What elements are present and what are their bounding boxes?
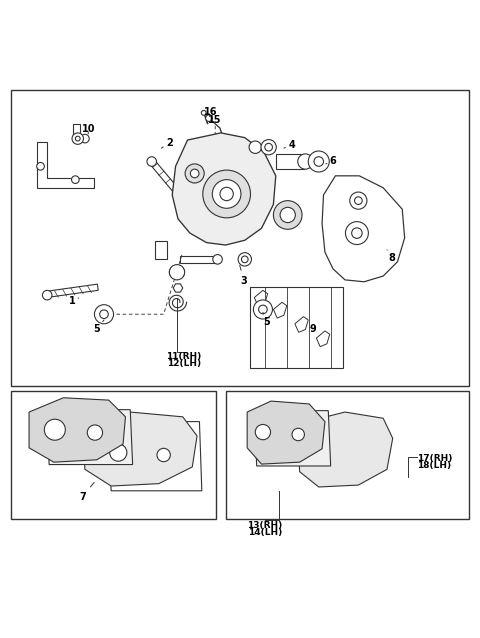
Text: 12(LH): 12(LH): [167, 359, 201, 368]
Text: 11(RH): 11(RH): [166, 352, 201, 360]
Circle shape: [220, 188, 233, 200]
Text: 8: 8: [387, 250, 395, 263]
Circle shape: [147, 157, 156, 167]
Polygon shape: [29, 397, 125, 462]
Text: 17(RH): 17(RH): [418, 454, 453, 463]
Circle shape: [274, 200, 302, 229]
Circle shape: [238, 253, 252, 266]
Polygon shape: [254, 290, 268, 306]
Polygon shape: [276, 154, 304, 168]
Polygon shape: [274, 302, 287, 318]
Polygon shape: [83, 412, 197, 486]
Polygon shape: [316, 331, 330, 346]
Text: 4: 4: [284, 140, 295, 150]
Circle shape: [110, 444, 127, 461]
Polygon shape: [180, 256, 216, 263]
Circle shape: [100, 310, 108, 318]
Circle shape: [81, 135, 89, 143]
Polygon shape: [48, 284, 98, 297]
Polygon shape: [37, 142, 95, 188]
Text: 5: 5: [263, 313, 270, 327]
Polygon shape: [295, 316, 308, 332]
Circle shape: [72, 133, 84, 144]
Circle shape: [205, 115, 212, 121]
Circle shape: [185, 164, 204, 183]
Polygon shape: [155, 241, 168, 260]
Circle shape: [249, 141, 262, 153]
Circle shape: [241, 256, 248, 263]
Polygon shape: [254, 411, 331, 466]
Text: 6: 6: [326, 156, 336, 166]
Polygon shape: [172, 133, 276, 245]
Circle shape: [169, 265, 185, 280]
Circle shape: [36, 163, 44, 170]
Circle shape: [350, 192, 367, 209]
Circle shape: [44, 419, 65, 440]
Polygon shape: [247, 401, 325, 464]
Circle shape: [259, 305, 267, 314]
Polygon shape: [149, 160, 180, 195]
Circle shape: [261, 140, 276, 155]
Bar: [226, 390, 469, 519]
Circle shape: [280, 207, 295, 223]
Circle shape: [292, 428, 304, 441]
Circle shape: [298, 154, 313, 169]
Text: 13(RH): 13(RH): [247, 521, 282, 530]
Text: 18(LH): 18(LH): [418, 461, 452, 470]
Polygon shape: [297, 412, 393, 487]
Circle shape: [346, 221, 368, 244]
Circle shape: [87, 425, 103, 440]
Circle shape: [352, 228, 362, 239]
Bar: [250, 286, 343, 367]
Circle shape: [95, 305, 114, 323]
Text: 14(LH): 14(LH): [248, 528, 282, 537]
Circle shape: [314, 157, 324, 167]
Circle shape: [308, 151, 329, 172]
Circle shape: [265, 144, 273, 151]
Text: 16: 16: [204, 107, 217, 117]
Circle shape: [157, 449, 170, 462]
Polygon shape: [73, 124, 80, 142]
Polygon shape: [109, 422, 202, 491]
Circle shape: [72, 176, 79, 184]
Circle shape: [75, 137, 80, 141]
Bar: [11, 90, 469, 386]
Text: 5: 5: [94, 320, 104, 334]
Circle shape: [191, 169, 199, 178]
Text: 7: 7: [79, 482, 94, 501]
Text: 10: 10: [82, 124, 95, 134]
Text: 3: 3: [240, 265, 247, 286]
Polygon shape: [322, 176, 405, 282]
Polygon shape: [173, 284, 183, 292]
Text: 9: 9: [309, 325, 316, 334]
Circle shape: [355, 197, 362, 204]
Polygon shape: [199, 143, 254, 151]
Text: 15: 15: [208, 115, 222, 124]
Circle shape: [203, 170, 251, 218]
Circle shape: [253, 300, 273, 319]
Text: 2: 2: [161, 138, 173, 149]
Circle shape: [212, 180, 241, 208]
Circle shape: [255, 424, 271, 440]
Circle shape: [42, 290, 52, 300]
Circle shape: [201, 110, 206, 115]
Bar: [11, 390, 216, 519]
Polygon shape: [47, 410, 132, 464]
Text: 1: 1: [69, 296, 79, 306]
Circle shape: [213, 255, 222, 264]
